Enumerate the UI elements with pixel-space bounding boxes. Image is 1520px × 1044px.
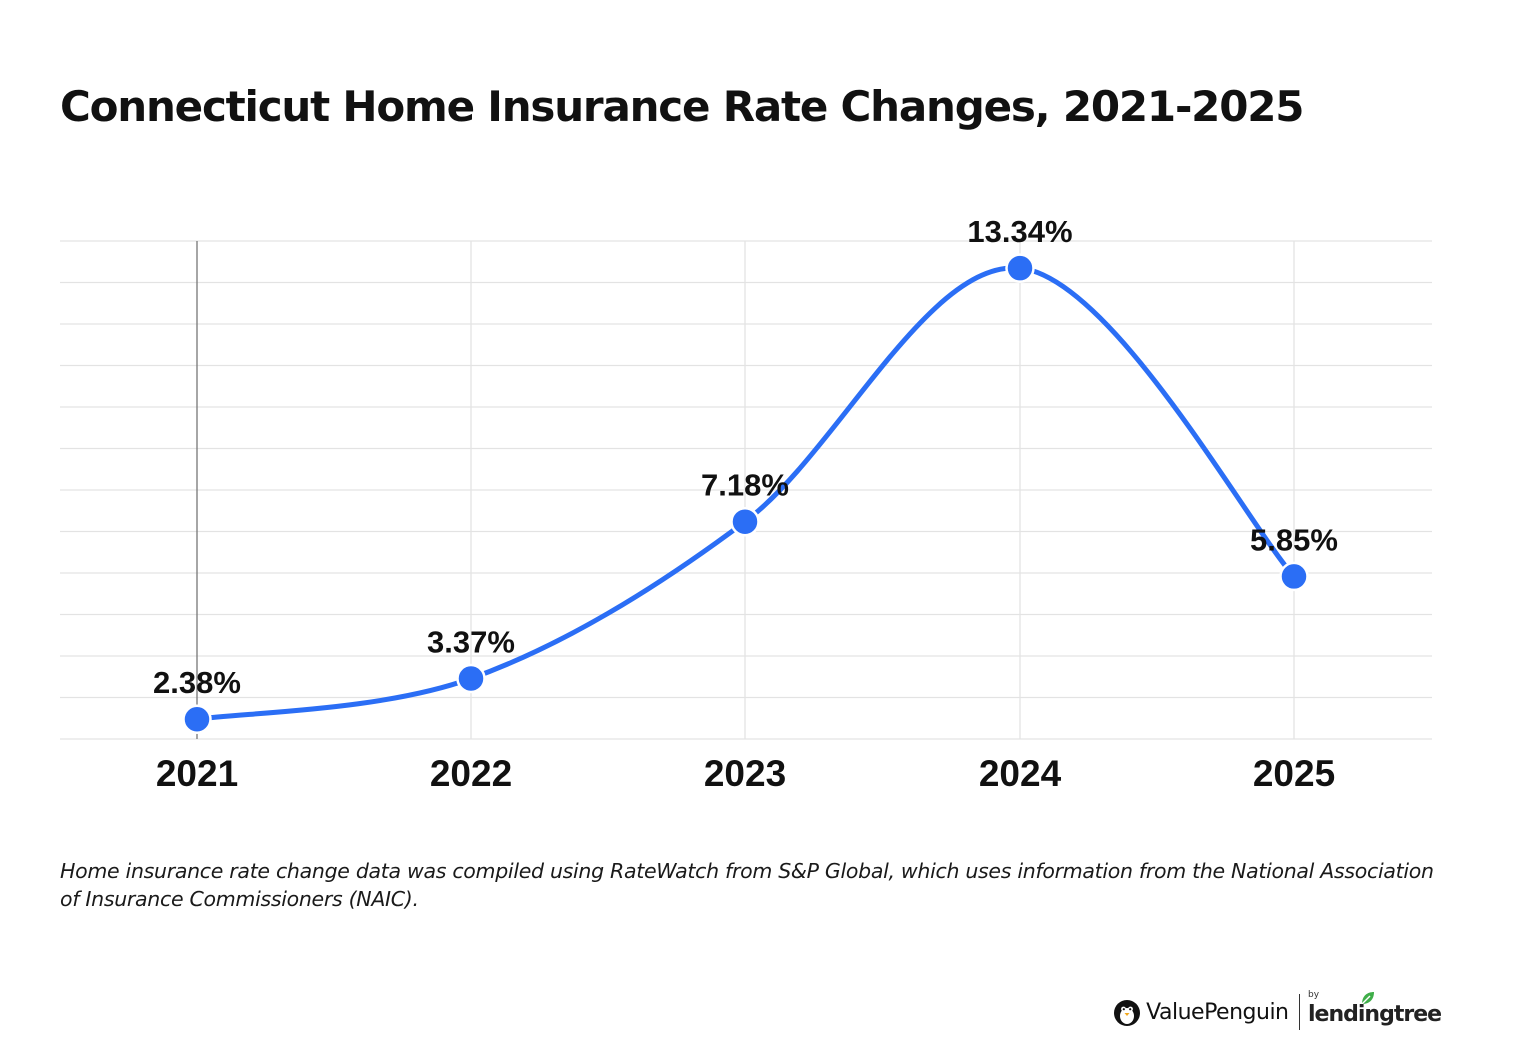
data-labels: 2.38% 3.37% 7.18% 13.34% 5.85% (153, 214, 1338, 700)
data-point-2023 (730, 506, 760, 537)
leaf-icon (1361, 992, 1374, 1005)
brand-divider (1298, 994, 1300, 1030)
x-tick-2025: 2025 (1253, 753, 1335, 794)
lendingtree-logo: by lendingtree (1308, 988, 1442, 1036)
by-label: by (1308, 990, 1320, 1000)
footnote: Home insurance rate change data was comp… (60, 859, 1434, 911)
x-tick-2023: 2023 (704, 753, 786, 794)
data-label-2022: 3.37% (427, 624, 515, 659)
brand-logo: ValuePenguin by lendingtree (1112, 984, 1442, 1040)
lendingtree-wordmark: lendingtree (1308, 1002, 1442, 1027)
data-label-2024: 13.34% (967, 214, 1072, 249)
x-tick-2022: 2022 (430, 753, 512, 794)
gridlines (60, 240, 1432, 740)
series-line (194, 265, 1297, 722)
data-point-2021 (182, 704, 212, 734)
data-label-2023: 7.18% (701, 468, 789, 503)
data-label-2025: 5.85% (1250, 522, 1338, 557)
data-label-2021: 2.38% (153, 665, 241, 700)
x-axis-ticks: 2021 2022 2023 2024 2025 (156, 753, 1335, 794)
data-point-2022 (456, 663, 486, 694)
valuepenguin-wordmark: ValuePenguin (1146, 999, 1289, 1025)
data-point-2025 (1279, 561, 1309, 592)
x-tick-2021: 2021 (156, 753, 238, 794)
x-tick-2024: 2024 (979, 753, 1062, 794)
penguin-icon (1114, 1000, 1141, 1026)
chart-series (182, 253, 1309, 734)
chart-title: Connecticut Home Insurance Rate Changes,… (60, 82, 1304, 131)
data-point-2024 (1005, 253, 1035, 283)
